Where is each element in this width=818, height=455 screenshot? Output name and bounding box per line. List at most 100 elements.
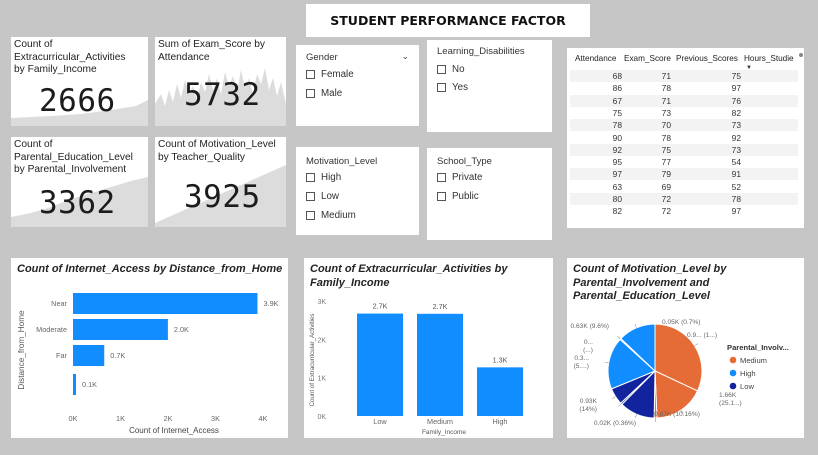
slicer-option-public[interactable]: Public <box>437 191 479 202</box>
slicer-option-yes[interactable]: Yes <box>437 82 468 93</box>
bar[interactable] <box>73 374 76 395</box>
slicer-option-high[interactable]: High <box>306 172 341 183</box>
table-cell: 78 <box>661 83 671 94</box>
slicer-option-no[interactable]: No <box>437 64 465 75</box>
x-tick-label: 4K <box>259 414 268 423</box>
gender-slicer: Gender ⌄ Female Male <box>296 45 419 126</box>
table-cell: 78 <box>731 194 741 204</box>
x-tick-label: 3K <box>211 414 220 423</box>
table-cell: 69 <box>661 181 671 192</box>
y-axis-title: Count of Extracurricular_Activities <box>309 314 316 407</box>
slicer-option-label: Medium <box>321 210 356 221</box>
table-cell: 80 <box>612 194 622 204</box>
bar[interactable] <box>73 319 168 340</box>
chevron-down-icon[interactable]: ⌄ <box>401 51 409 61</box>
table-row[interactable]: 86 78 97 <box>570 82 798 94</box>
slicer-option-low[interactable]: Low <box>306 191 339 202</box>
table-cell: 86 <box>612 83 622 94</box>
motivation-pie-chart[interactable]: 1.66K (25.1...) 0.9... (1...) 0.05K (0.7%) 0… <box>567 258 804 438</box>
table-header-previous-scores[interactable]: Previous_Scores <box>676 54 738 63</box>
checkbox[interactable] <box>306 211 315 220</box>
internet-access-chart-card[interactable]: Count of Internet_Access by Distance_fro… <box>11 258 288 438</box>
legend-marker <box>729 382 737 390</box>
table-row[interactable]: 78 70 73 <box>570 119 798 132</box>
bar[interactable] <box>73 293 258 314</box>
internet-access-bar-chart[interactable]: Distance_from_Home Near 3.9K Moderate 2.0K Fa… <box>11 258 288 438</box>
table-cell: 78 <box>661 132 671 143</box>
extracurricular-chart-card[interactable]: Count of Extracurricular_Activities by F… <box>304 258 553 438</box>
bar[interactable] <box>73 345 105 366</box>
table-header-attendance[interactable]: Attendance <box>575 54 617 63</box>
table-cell: 91 <box>731 169 741 180</box>
pie-slice[interactable] <box>654 370 699 419</box>
table-cell: 72 <box>661 194 671 204</box>
checkbox[interactable] <box>437 83 446 92</box>
table-row[interactable]: 67 71 76 <box>570 94 798 107</box>
bar[interactable] <box>477 367 523 416</box>
kpi-label-line: Count of <box>14 139 53 150</box>
chart-title-line: Count of Extracurricular_Activities by <box>310 263 508 275</box>
table-row[interactable]: 68 71 75 <box>570 70 798 82</box>
table-row[interactable]: 95 77 54 <box>570 156 798 168</box>
slicer-option-female[interactable]: Female <box>306 69 354 80</box>
leader-line <box>634 414 637 419</box>
school-type-slicer-header: School_Type <box>437 156 492 167</box>
kpi-label-line: Sum of Exam_Score by <box>158 39 266 50</box>
data-label: 2.7K <box>433 302 448 311</box>
sort-descending-icon[interactable]: ▼ <box>746 65 752 71</box>
kpi-card-exam-score-by-attendance[interactable]: Sum of Exam_Score by Attendance 5732 <box>155 37 286 126</box>
checkbox[interactable] <box>437 65 446 74</box>
table-header-hours-studied[interactable]: Hours_Studie <box>744 54 794 63</box>
checkbox[interactable] <box>306 70 315 79</box>
table-cell: 73 <box>731 120 741 131</box>
slicer-option-male[interactable]: Male <box>306 88 342 99</box>
table-row[interactable]: 63 69 52 <box>570 181 798 193</box>
table-row[interactable]: 92 75 73 <box>570 143 798 156</box>
slice-data-label: 0.9... (1...) <box>687 332 717 339</box>
pie-slice[interactable] <box>654 323 703 392</box>
legend-item-label[interactable]: High <box>740 369 756 378</box>
bar[interactable] <box>357 313 403 416</box>
learning-disabilities-slicer-header: Learning_Disabilities <box>437 46 525 57</box>
category-label: Low <box>373 417 387 426</box>
student-data-table[interactable]: Attendance Exam_Score Previous_Scores Ho… <box>567 48 804 228</box>
checkbox[interactable] <box>306 192 315 201</box>
legend-title: Parental_Involv... <box>727 343 789 352</box>
table-row[interactable]: 97 79 91 <box>570 168 798 181</box>
table-row[interactable]: 80 72 78 <box>570 193 798 205</box>
y-axis-title: Distance_from_Home <box>17 310 26 390</box>
checkbox[interactable] <box>306 173 315 182</box>
slice-data-label: 1.66K (25.1...) <box>719 392 742 407</box>
y-tick-label: 0K <box>317 414 326 421</box>
table-row[interactable]: 82 72 97 <box>570 205 798 217</box>
category-label: High <box>492 417 507 426</box>
bar[interactable] <box>417 313 463 416</box>
table-cell: 52 <box>731 181 741 192</box>
x-tick-label: 2K <box>164 414 173 423</box>
motivation-chart-card[interactable]: Count of Motivation_Level by Parental_In… <box>567 258 804 438</box>
table-row[interactable]: 90 78 92 <box>570 132 798 144</box>
table-header-exam-score[interactable]: Exam_Score <box>624 54 671 63</box>
checkbox[interactable] <box>437 173 446 182</box>
kpi-card-extracurricular-by-income[interactable]: Count of Extracurricular_Activities by F… <box>11 37 148 126</box>
pie-slice[interactable] <box>620 323 656 373</box>
chart-title-line: Count of Motivation_Level by <box>573 263 727 275</box>
kpi-label-line: Count of Motivation_Level <box>158 139 276 150</box>
checkbox[interactable] <box>437 192 446 201</box>
checkbox[interactable] <box>306 89 315 98</box>
legend-item-label[interactable]: Low <box>740 382 754 391</box>
legend-item-label[interactable]: Medium <box>740 356 767 365</box>
table-row[interactable]: 75 73 82 <box>570 107 798 119</box>
table-cell: 97 <box>731 83 741 94</box>
school-type-slicer: School_Type Private Public <box>427 148 552 240</box>
table-cell: 82 <box>731 107 741 118</box>
leader-line <box>680 409 684 414</box>
slicer-option-private[interactable]: Private <box>437 172 483 183</box>
motivation-level-slicer-header: Motivation_Level <box>306 156 378 167</box>
slicer-option-medium[interactable]: Medium <box>306 210 356 221</box>
table-cell: 92 <box>612 144 622 155</box>
kpi-card-parental-education[interactable]: Count of Parental_Education_Level by Par… <box>11 137 148 227</box>
kpi-card-motivation-by-teacher[interactable]: Count of Motivation_Level by Teacher_Qua… <box>155 137 286 227</box>
kpi-background-sparkline <box>11 100 148 126</box>
